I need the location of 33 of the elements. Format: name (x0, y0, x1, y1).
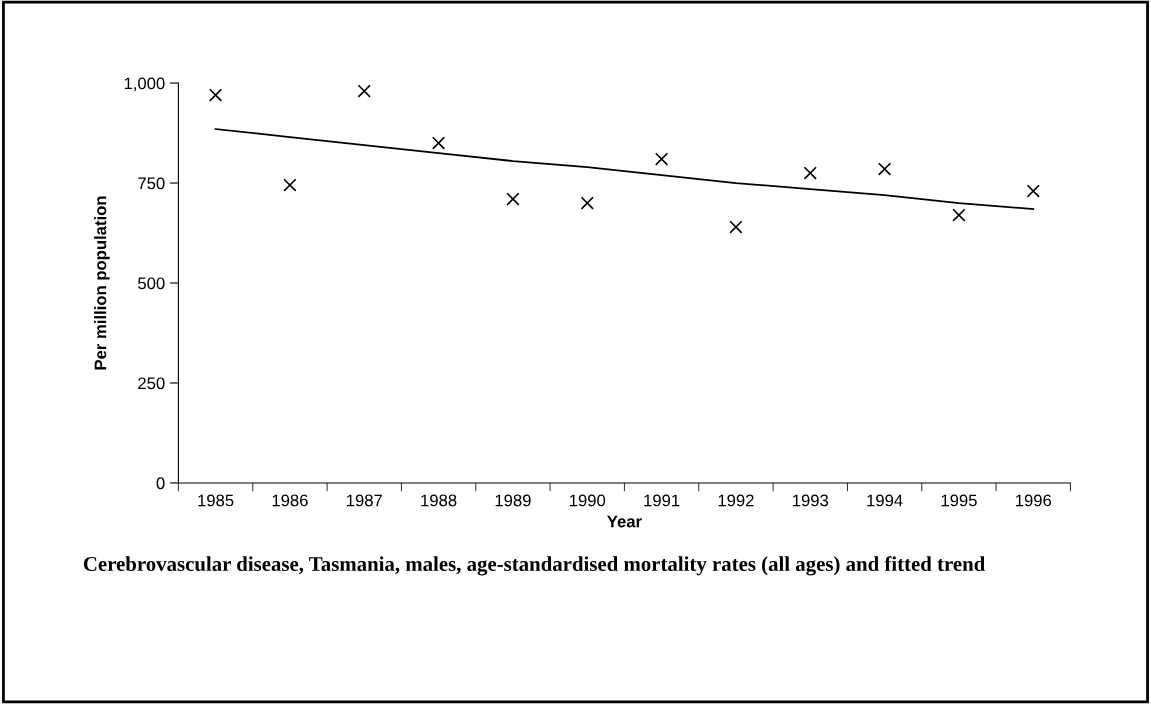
point (1026, 184, 1040, 198)
y-tick-label: 250 (138, 377, 165, 390)
line-series (214, 128, 1035, 210)
point (283, 178, 297, 192)
x-tick-label: 1990 (569, 494, 606, 507)
x-tick-label: 1987 (346, 494, 382, 507)
x-tick-label: 1993 (792, 494, 829, 507)
point (803, 166, 817, 180)
point (580, 196, 594, 210)
point (952, 208, 966, 222)
x-tick-label: 1989 (495, 494, 531, 507)
x-tick-label: 1988 (421, 494, 457, 507)
x-tick-label: 1996 (1016, 494, 1052, 507)
x-tick-label: 1992 (718, 494, 754, 507)
y-tick-label: 1,000 (124, 77, 165, 92)
y-axis-title: Per million population (94, 196, 110, 370)
x-tick-label: 1991 (644, 494, 680, 507)
x-axis-title: Year (607, 515, 642, 528)
point (431, 136, 446, 150)
point (357, 84, 371, 98)
x-tick-label: 1986 (272, 494, 308, 507)
x-tick-label: 1985 (198, 494, 234, 507)
y-tick-label: 500 (138, 277, 165, 290)
point (208, 88, 223, 102)
point (506, 192, 520, 206)
x-tick-label: 1994 (867, 494, 903, 507)
x-tick-label: 1995 (941, 494, 977, 507)
y-tick-label: 750 (138, 177, 165, 190)
text: Cerebrovascular disease, Tasmania, males, age-standardised mortality rates (all ages) and fitted trend (83, 556, 986, 576)
point (877, 162, 892, 176)
y-tick-label: 0 (156, 477, 165, 490)
point (729, 220, 743, 234)
point (654, 152, 669, 166)
